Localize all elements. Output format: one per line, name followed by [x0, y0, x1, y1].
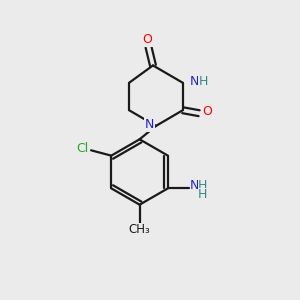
- Text: H: H: [198, 188, 207, 201]
- Text: O: O: [202, 105, 212, 118]
- Text: N: N: [190, 179, 200, 192]
- Text: H: H: [199, 75, 208, 88]
- Text: CH₃: CH₃: [129, 223, 151, 236]
- Text: N: N: [145, 118, 154, 131]
- Text: Cl: Cl: [76, 142, 88, 155]
- Text: H: H: [198, 179, 207, 192]
- Text: N: N: [189, 75, 199, 88]
- Text: O: O: [142, 33, 152, 46]
